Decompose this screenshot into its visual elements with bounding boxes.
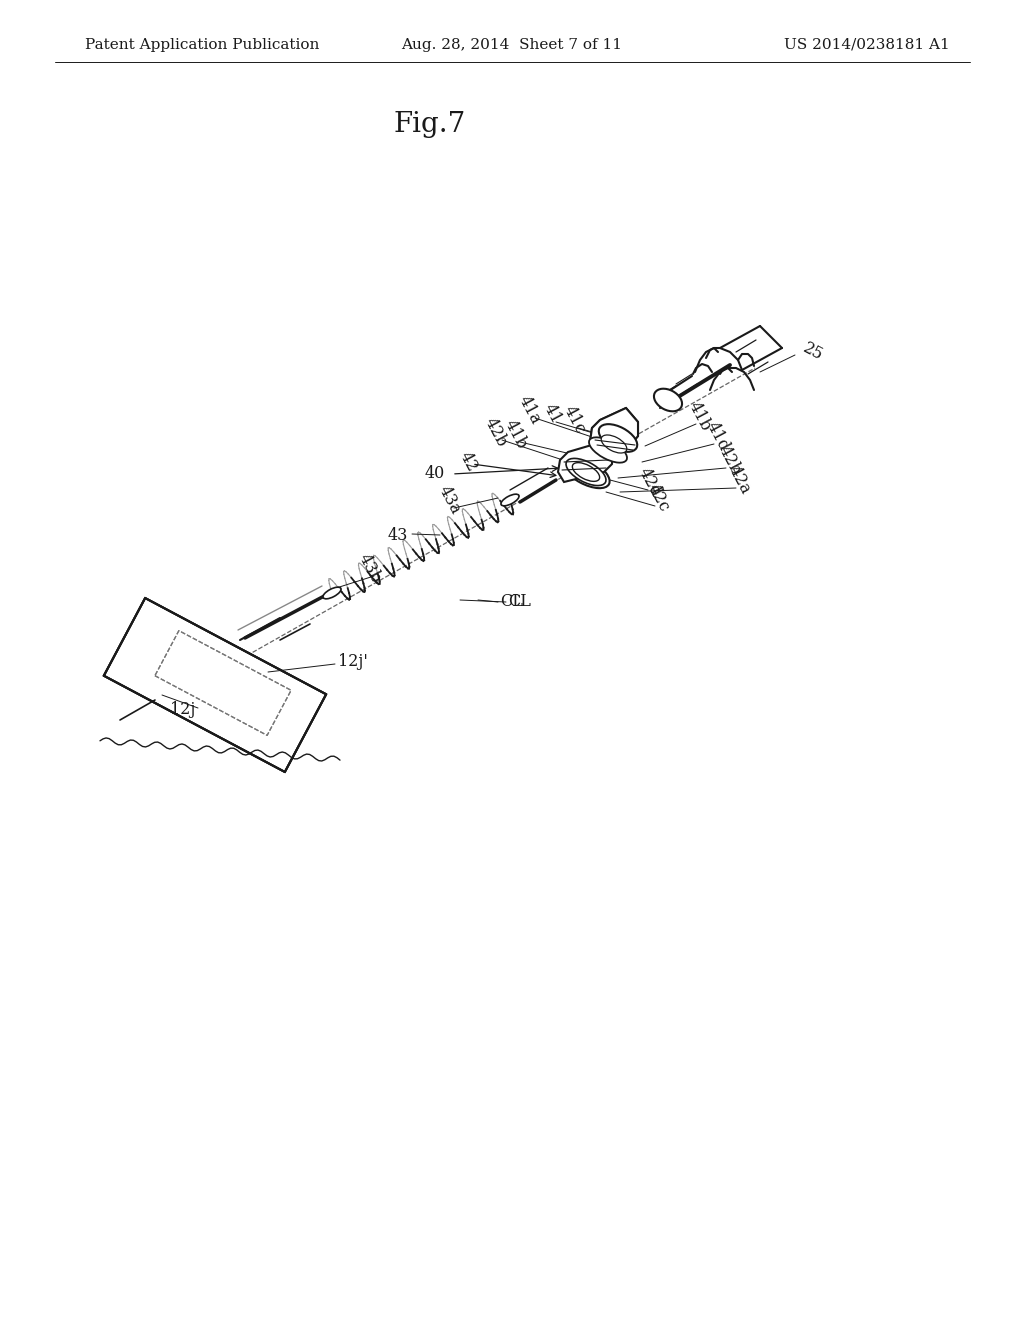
Text: 41b: 41b — [685, 399, 715, 433]
Text: CL: CL — [508, 594, 530, 610]
Text: Fig.7: Fig.7 — [394, 111, 466, 139]
Ellipse shape — [323, 587, 341, 599]
Text: 42d: 42d — [635, 465, 665, 499]
Text: 42a: 42a — [726, 463, 755, 498]
Text: 42c: 42c — [644, 480, 673, 515]
Text: 41b: 41b — [502, 417, 530, 451]
Text: 41: 41 — [540, 401, 564, 426]
Text: 42b: 42b — [716, 442, 744, 478]
Text: 12j: 12j — [170, 701, 195, 718]
Polygon shape — [590, 408, 638, 458]
Ellipse shape — [589, 437, 627, 463]
Text: 41c: 41c — [559, 403, 589, 437]
Text: 41a: 41a — [515, 393, 545, 428]
Text: 25: 25 — [800, 339, 826, 364]
Text: 12j': 12j' — [338, 653, 368, 671]
Ellipse shape — [501, 494, 519, 506]
Ellipse shape — [566, 458, 606, 486]
Text: 43a: 43a — [435, 483, 465, 517]
Text: 41d: 41d — [703, 418, 733, 454]
Ellipse shape — [562, 455, 609, 488]
Text: 43: 43 — [388, 527, 408, 544]
Text: 40: 40 — [425, 466, 445, 483]
Polygon shape — [103, 598, 327, 772]
Text: Patent Application Publication: Patent Application Publication — [85, 38, 319, 51]
Text: Aug. 28, 2014  Sheet 7 of 11: Aug. 28, 2014 Sheet 7 of 11 — [401, 38, 623, 51]
Ellipse shape — [654, 388, 682, 412]
Ellipse shape — [601, 436, 627, 453]
Text: 42: 42 — [456, 449, 480, 475]
Text: CL: CL — [500, 594, 523, 610]
Text: 42b: 42b — [481, 414, 511, 449]
Text: US 2014/0238181 A1: US 2014/0238181 A1 — [784, 38, 950, 51]
Polygon shape — [558, 442, 612, 482]
Ellipse shape — [572, 462, 600, 482]
Text: 43b: 43b — [355, 550, 385, 586]
Ellipse shape — [599, 424, 637, 451]
